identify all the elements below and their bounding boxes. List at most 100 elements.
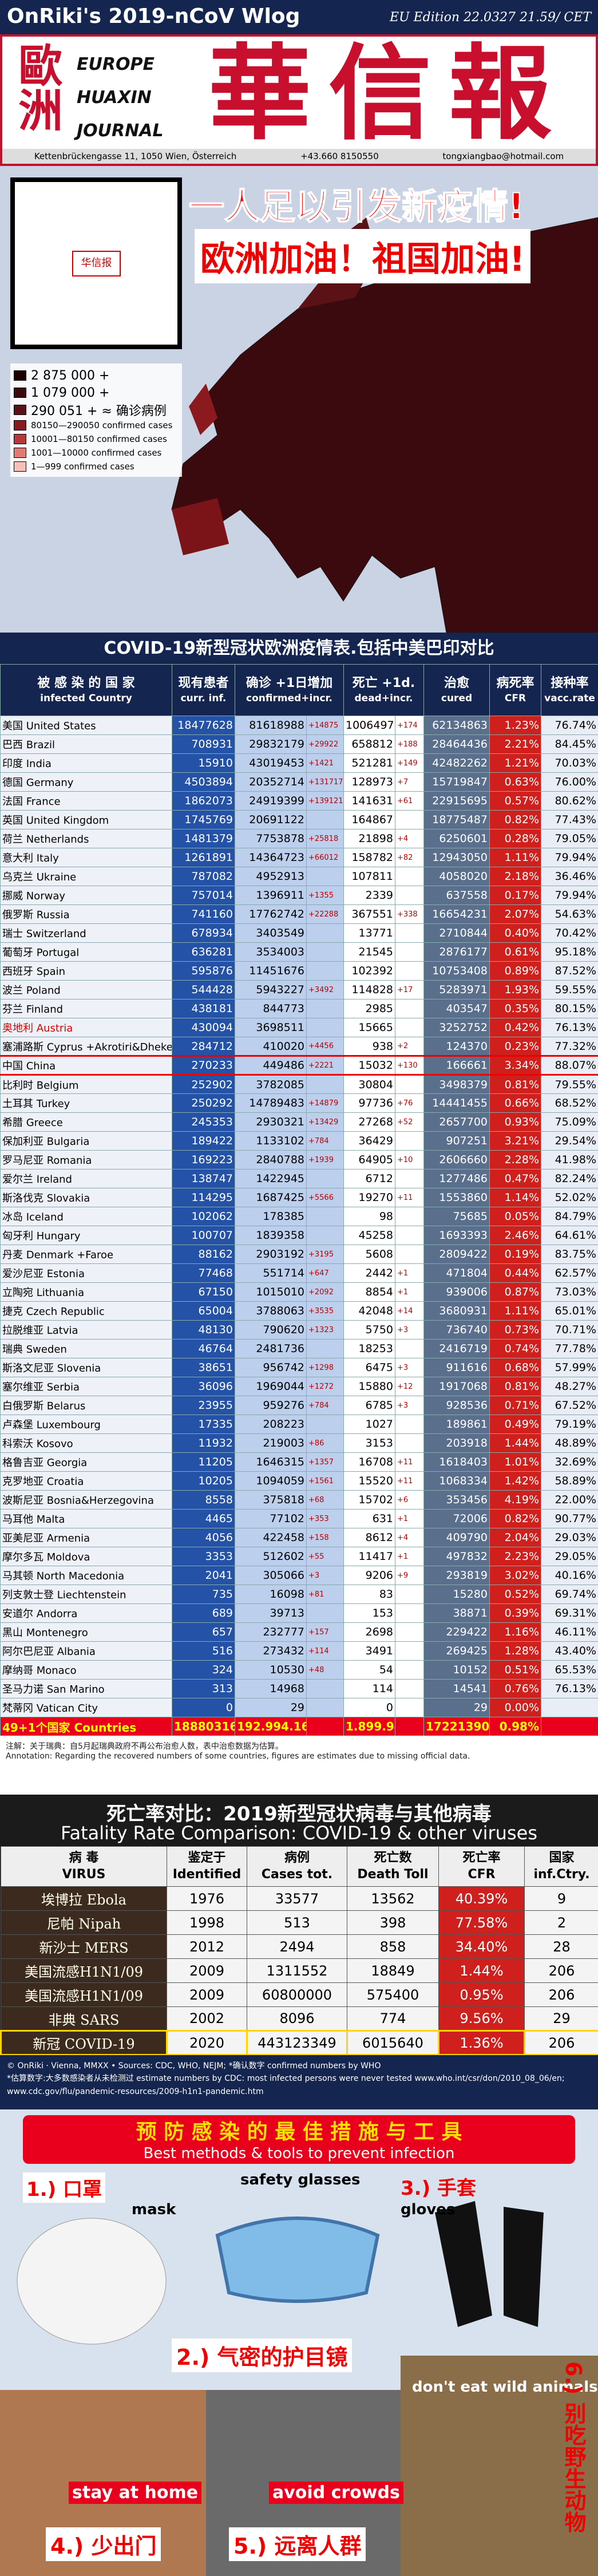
cell: [394, 1585, 425, 1604]
header-cn: 确诊 +1日增加: [245, 676, 333, 691]
cell: [394, 1660, 425, 1680]
cell: 1.42%: [489, 1471, 542, 1491]
cell: +76: [394, 1093, 425, 1113]
cell: 70.71%: [541, 1320, 598, 1340]
cell: 54.63%: [541, 904, 598, 924]
cell: 梵蒂冈 Vatican City: [0, 1698, 172, 1717]
cell: 5943227: [235, 980, 307, 999]
cell: 206: [524, 1982, 598, 2007]
cell: +174: [394, 716, 425, 735]
legend-label: 290 051 + ≈ 确诊病例: [31, 404, 167, 418]
cell: +11: [394, 1188, 425, 1207]
cell: 313: [172, 1679, 235, 1698]
cell: 273432: [235, 1641, 307, 1661]
cell: 1687425: [235, 1188, 307, 1207]
header-cn: 被 感 染 的 国 家: [37, 676, 135, 691]
prevention: 预 防 感 染 的 最 佳 措 施 与 工 具 Best methods & t…: [0, 2109, 598, 2576]
cell: 15910: [172, 753, 235, 773]
cell: 774: [347, 2006, 439, 2031]
cell: +10: [394, 1150, 425, 1170]
table-row: 冰岛 Iceland 102062 178385 98 75685 0.05% 84.79%: [0, 1207, 598, 1226]
cell: 77468: [172, 1263, 235, 1283]
cell: 67150: [172, 1282, 235, 1302]
mask: [17, 2218, 167, 2345]
legend-swatch: [14, 434, 26, 444]
cell: 0.42%: [489, 1018, 542, 1037]
cell: 787082: [172, 867, 235, 886]
table-row: 爱沙尼亚 Estonia 77468 551714 +647 2442 +1 471804 0…: [0, 1263, 598, 1283]
cell: 土耳其 Turkey: [0, 1093, 172, 1113]
cell: +9: [394, 1566, 425, 1585]
cell: 1015010: [235, 1282, 307, 1302]
cell: 166661: [423, 1055, 490, 1076]
cell: 3698511: [235, 1018, 307, 1037]
cell: 575400: [347, 1982, 439, 2007]
cell: 非典 SARS: [1, 2006, 167, 2031]
cell: +1: [394, 1282, 425, 1302]
cell: 636281: [172, 942, 235, 962]
cell: 挪威 Norway: [0, 886, 172, 905]
cell: 新沙士 MERS: [1, 1934, 167, 1959]
sources: © OnRiki · Vienna, MMXX • Sources: CDC, …: [0, 2055, 598, 2109]
cell: +66012: [306, 848, 344, 867]
cell: 60800000: [247, 1982, 347, 2007]
cell: 6712: [343, 1169, 395, 1188]
header-row: 被 感 染 的 国 家 infected Country 现有患者 curr. inf…: [0, 664, 598, 716]
cell: 88162: [172, 1244, 235, 1264]
cell: 6015640: [346, 2030, 439, 2056]
cell: 4952913: [235, 867, 307, 886]
cell: [306, 867, 344, 886]
table-row: 波兰 Poland 544428 5943227 +3492 114828 +17 5283…: [0, 980, 598, 999]
legend-label: 2 875 000 +: [31, 368, 110, 383]
table-row: 匈牙利 Hungary 100707 1839358 45258 1693393 2.46…: [0, 1226, 598, 1245]
cell: 2.04%: [489, 1528, 542, 1547]
cell: 678934: [172, 923, 235, 943]
cell: 2.23%: [489, 1547, 542, 1566]
cell: +1561: [306, 1471, 344, 1491]
cell: 中国 China: [0, 1055, 172, 1076]
cell: 0.17%: [489, 886, 542, 905]
cell: 拉脱维亚 Latvia: [0, 1320, 172, 1340]
cell: 87.52%: [541, 961, 598, 981]
cell: 罗马尼亚 Romania: [0, 1150, 172, 1170]
cell: [394, 1622, 425, 1642]
fatality-subtitle: Fatality Rate Comparison: COVID-19 & oth…: [61, 1822, 537, 1844]
cell: 阿尔巴尼亚 Albania: [0, 1641, 172, 1661]
header-cell: 现有患者 curr. inf.: [172, 664, 235, 716]
cell: 410020: [235, 1037, 307, 1056]
cell: +52: [394, 1112, 425, 1132]
table-row: 拉脱维亚 Latvia 48130 790620 +1323 5750 +3 736740 0…: [0, 1320, 598, 1340]
table-row: 瑞士 Switzerland 678934 3403549 13771 2710844 0…: [0, 923, 598, 943]
table-row: 塞尔维亚 Serbia 36096 1969044 +1272 15880 +12 1917…: [0, 1377, 598, 1396]
wlog-title: OnRiki's 2019-nCoV Wlog: [7, 5, 300, 28]
cell: 114: [343, 1679, 395, 1698]
cell: [306, 1169, 344, 1188]
cell: 48.89%: [541, 1433, 598, 1453]
cell: 1998: [167, 1910, 247, 1935]
header-cn: 死亡 +1d.: [352, 676, 415, 691]
legend-label: 1—999 confirmed cases: [31, 461, 134, 472]
cell: 2809422: [423, 1244, 490, 1264]
mask-en: mask: [132, 2201, 176, 2218]
cell: 62134863: [423, 716, 490, 735]
cell: 1481379: [172, 829, 235, 848]
cell: 5750: [343, 1320, 395, 1340]
cell: 尼帕 Nipah: [1, 1910, 167, 1935]
cell: 18880316: [172, 1717, 235, 1736]
table-row: 马耳他 Malta 4465 77102 +353 631 +1 72006 0.82% 90.…: [0, 1509, 598, 1528]
cell: 52.02%: [541, 1188, 598, 1207]
cell: 250292: [172, 1093, 235, 1113]
cell: 11932: [172, 1433, 235, 1453]
cell: 229422: [423, 1622, 490, 1642]
cell: 77.58%: [438, 1910, 525, 1935]
cell: 新冠 COVID-19: [0, 2030, 168, 2056]
fatality-table: 病 毒 VIRUS 鉴定于 Identified 病例 Cases tot. 死亡数 Deat…: [0, 1846, 598, 2056]
prevention-banner: 预 防 感 染 的 最 佳 措 施 与 工 具 Best methods & t…: [23, 2115, 575, 2164]
cell: 43019453: [235, 753, 307, 773]
cell: +784: [306, 1396, 344, 1415]
cell: 76.13%: [541, 1018, 598, 1037]
legend-item: 80150—290050 confirmed cases: [14, 418, 179, 432]
cell: 1068334: [423, 1471, 490, 1491]
phone: +43.660 8150550: [300, 151, 379, 161]
cell: 0.82%: [489, 810, 542, 829]
